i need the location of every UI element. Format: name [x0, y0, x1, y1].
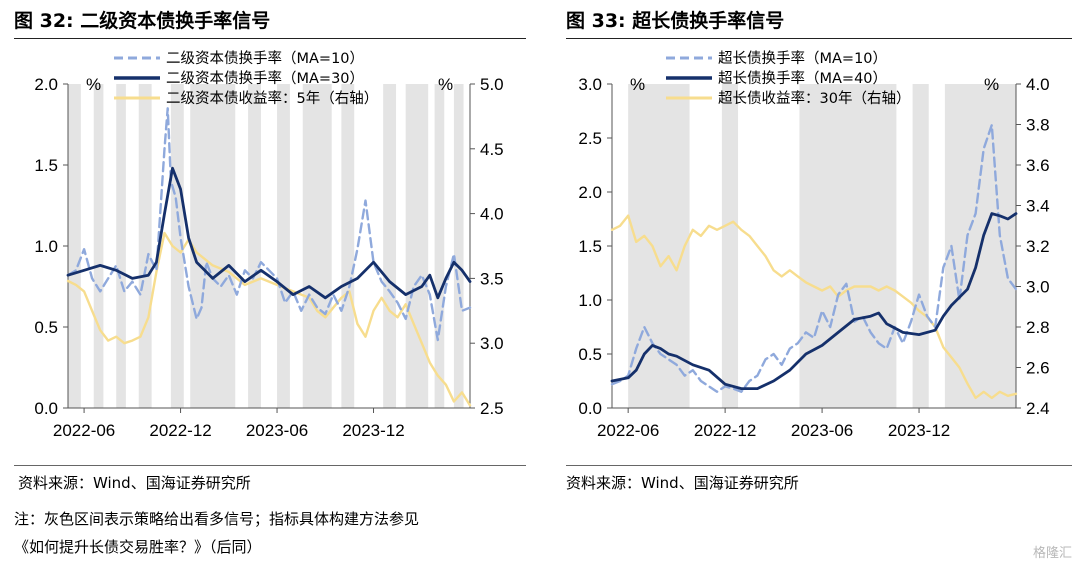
figure-33-number: 图 33: [566, 10, 626, 32]
axes-layer: 0.0 0.5 1.0 1.5 2.0 2.5 3.0 2.4 2.6 2.8 3.0 3.2 3.4 3… [578, 75, 1049, 440]
legend: 超长债换手率（MA=10） 超长债换手率（MA=40） 超长债收益率：30年（右轴） [666, 50, 910, 107]
shaded-period-1 [721, 84, 739, 408]
y2-tick-label: 4.0 [1026, 75, 1050, 94]
shading-layer [628, 84, 1016, 408]
title-rule-left [14, 38, 526, 39]
y-tick-label: 2.0 [578, 183, 602, 202]
series-line-1 [66, 166, 472, 300]
source-left: 资料来源：Wind、国海证券研究所 [18, 474, 251, 492]
figure-32-title: 图 32: 二级资本债换手率信号 [14, 6, 270, 33]
shaded-period-2 [116, 84, 126, 408]
y-tick-label: 0.0 [578, 399, 602, 418]
shaded-period-7 [277, 84, 290, 408]
y-tick-label: 0.5 [578, 345, 602, 364]
shaded-period-5 [190, 84, 236, 408]
note-line-2: 《如何提升长债交易胜率？》（后同） [14, 538, 262, 556]
chart-ultra-long-bond: 0.0 0.5 1.0 1.5 2.0 2.5 3.0 2.4 2.6 2.8 3.0 3.2 3.4 3… [578, 50, 1049, 440]
note-line-1: 注：灰色区间表示策略给出看多信号；指标具体构建方法参见 [14, 510, 420, 528]
shaded-period-12 [434, 84, 445, 408]
x-tick-label: 2023-06 [246, 421, 308, 440]
y-tick-label: 1.0 [34, 237, 58, 256]
series-layer [610, 123, 1018, 400]
shaded-period-3 [138, 84, 152, 408]
source-right: 资料来源：Wind、国海证券研究所 [566, 474, 799, 492]
x-tick-label: 2022-06 [597, 421, 659, 440]
shaded-period-0 [68, 84, 81, 408]
y2-tick-label: 2.6 [1026, 359, 1050, 378]
figure-33-title: 图 33: 超长债换手率信号 [566, 6, 784, 33]
y-tick-label: 2.0 [34, 75, 58, 94]
y-unit-label: % [630, 75, 645, 94]
figure-32-number: 图 32: [14, 10, 74, 32]
legend-label-0: 超长债换手率（MA=10） [718, 50, 887, 67]
chart-secondary-capital-bond: 0.0 0.5 1.0 1.5 2.0 2.5 3.0 3.5 4.0 4.5 5.0% % 2022-… [34, 50, 503, 440]
y2-unit-label: % [438, 75, 453, 94]
y2-tick-label: 3.4 [1026, 197, 1050, 216]
watermark: 格隆汇 [1032, 546, 1072, 561]
x-tick-label: 2022-12 [149, 421, 211, 440]
shaded-period-0 [628, 84, 690, 408]
shaded-period-2 [799, 84, 897, 408]
shaded-period-13 [453, 84, 464, 408]
x-tick-label: 2022-06 [53, 421, 115, 440]
y-tick-label: 1.0 [578, 291, 602, 310]
shaded-period-11 [405, 84, 429, 408]
shaded-period-9 [341, 84, 355, 408]
series-line-1 [610, 212, 1018, 391]
legend-label-1: 二级资本债换手率（MA=30） [166, 70, 364, 87]
shaded-period-8 [302, 84, 332, 408]
figure-33-text: 超长债换手率信号 [632, 10, 785, 32]
x-tick-label: 2023-12 [888, 421, 950, 440]
y2-tick-label: 2.5 [480, 399, 504, 418]
y2-tick-label: 3.0 [1026, 278, 1050, 297]
y2-tick-label: 3.0 [480, 334, 504, 353]
y-unit-label: % [86, 75, 101, 94]
x-tick-label: 2022-12 [694, 421, 756, 440]
y2-tick-label: 2.4 [1026, 399, 1050, 418]
title-rule-right [566, 38, 1072, 39]
source-rule-right [566, 465, 1072, 466]
legend-label-1: 超长债换手率（MA=40） [718, 70, 887, 87]
y2-tick-label: 3.2 [1026, 237, 1050, 256]
legend-label-2: 二级资本债收益率：5年（右轴） [166, 90, 378, 107]
shaded-period-1 [93, 84, 104, 408]
source-rule-left [14, 465, 526, 466]
y2-tick-label: 4.0 [480, 205, 504, 224]
shaded-period-4 [170, 84, 184, 408]
y2-tick-label: 3.6 [1026, 156, 1050, 175]
series-line-0 [66, 107, 472, 342]
axes-layer: 0.0 0.5 1.0 1.5 2.0 2.5 3.0 3.5 4.0 4.5 5.0% % 2022-… [34, 75, 503, 440]
shaded-period-10 [383, 84, 397, 408]
shaded-period-3 [912, 84, 929, 408]
y2-tick-label: 2.8 [1026, 318, 1050, 337]
shaded-period-6 [248, 84, 261, 408]
shading-layer [68, 84, 464, 408]
y2-tick-label: 3.5 [480, 269, 504, 288]
legend-label-0: 二级资本债换手率（MA=10） [166, 50, 364, 67]
figure-32-text: 二级资本债换手率信号 [80, 10, 271, 32]
y-tick-label: 3.0 [578, 75, 602, 94]
legend-label-2: 超长债收益率：30年（右轴） [718, 90, 910, 107]
y2-tick-label: 3.8 [1026, 116, 1050, 135]
y2-unit-label: % [984, 75, 999, 94]
x-tick-label: 2023-06 [791, 421, 853, 440]
legend: 二级资本债换手率（MA=10） 二级资本债换手率（MA=30） 二级资本债收益率：5… [114, 50, 378, 107]
series-line-0 [610, 123, 1018, 393]
series-line-2 [610, 214, 1018, 400]
series-layer [66, 107, 472, 407]
x-tick-label: 2023-12 [342, 421, 404, 440]
y-tick-label: 1.5 [578, 237, 602, 256]
y2-tick-label: 5.0 [480, 75, 504, 94]
y-tick-label: 1.5 [34, 156, 58, 175]
y-tick-label: 0.0 [34, 399, 58, 418]
y-tick-label: 0.5 [34, 318, 58, 337]
series-line-2 [66, 231, 472, 407]
y-tick-label: 2.5 [578, 129, 602, 148]
y2-tick-label: 4.5 [480, 140, 504, 159]
